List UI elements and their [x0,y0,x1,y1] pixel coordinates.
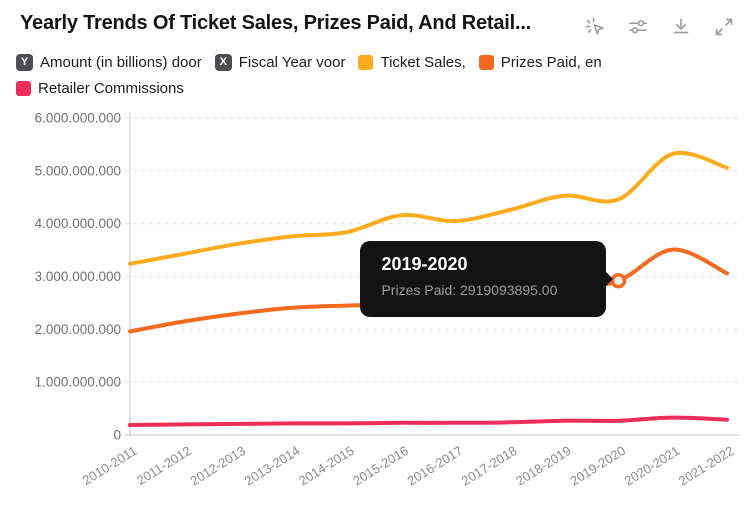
series-swatch [16,81,31,96]
y-tick-label: 1.000.000.000 [35,375,121,390]
legend-label: Prizes Paid, en [500,54,602,71]
x-tick-label: 2016-2017 [405,443,466,489]
x-axis: 2010-20112011-20122012-20132013-20142014… [80,443,737,489]
series-swatch [478,55,494,70]
toolbar [582,10,737,40]
legend-item-0[interactable]: Y Amount (in billions) door [16,51,202,74]
tooltip-value: Prizes Paid: 2919093895.00 [381,281,558,298]
legend-label: Fiscal Year voor [238,54,346,71]
chart-title: Yearly Trends Of Ticket Sales, Prizes Pa… [20,12,532,34]
line-retailer-commissions[interactable] [128,415,729,427]
series-swatch [358,55,374,70]
y-tick-label: 2.000.000.000 [35,322,121,337]
sliders-icon [629,19,647,34]
legend-label: Ticket Sales, [380,54,466,71]
download-button[interactable] [668,14,694,40]
axis-badge-x: X [214,54,232,71]
x-tick-label: 2014-2015 [296,443,357,489]
pointer-tool-button[interactable] [582,14,608,40]
legend-item-1[interactable]: X Fiscal Year voor [214,51,346,74]
expand-icon [715,18,733,36]
x-tick-label: 2020-2021 [622,443,683,489]
tooltip: 2019-2020 Prizes Paid: 2919093895.00 [360,240,614,317]
legend-label: Amount (in billions) door [40,54,202,71]
x-tick-label: 2021-2022 [676,443,737,489]
axis-badge-y: Y [16,54,33,71]
legend: Y Amount (in billions) door X Fiscal Year v… [16,51,716,100]
x-tick-label: 2015-2016 [350,443,411,489]
x-tick-label: 2013-2014 [242,443,303,489]
x-tick-label: 2019-2020 [567,443,628,489]
x-tick-label: 2012-2013 [187,443,248,489]
line-ticket-sales[interactable] [128,150,729,266]
legend-item-4[interactable]: Retailer Commissions [16,77,184,100]
legend-label: Retailer Commissions [38,80,184,97]
settings-sliders-button[interactable] [625,14,651,40]
highlight-marker[interactable] [610,273,627,289]
y-tick-label: 4.000.000.000 [35,216,121,231]
y-axis: 0 1.000.000.000 2.000.000.000 3.000.000.000… [35,111,121,443]
legend-item-3[interactable]: Prizes Paid, en [478,51,602,74]
x-tick-label: 2017-2018 [459,443,520,489]
y-tick-label: 6.000.000.000 [35,111,121,126]
download-icon [673,18,689,34]
cursor-spark-icon [585,17,604,35]
tooltip-title: 2019-2020 [381,253,468,274]
chart-header: Yearly Trends Of Ticket Sales, Prizes Pa… [0,0,753,40]
legend-item-2[interactable]: Ticket Sales, [358,51,466,74]
y-tick-label: 5.000.000.000 [35,163,121,178]
expand-button[interactable] [711,14,737,40]
gridlines [125,117,740,383]
y-tick-label: 3.000.000.000 [35,269,121,284]
x-tick-label: 2018-2019 [513,443,574,489]
x-tick-label: 2011-2012 [134,443,194,488]
y-tick-label: 0 [113,428,121,443]
x-tick-label: 2010-2011 [80,443,140,488]
